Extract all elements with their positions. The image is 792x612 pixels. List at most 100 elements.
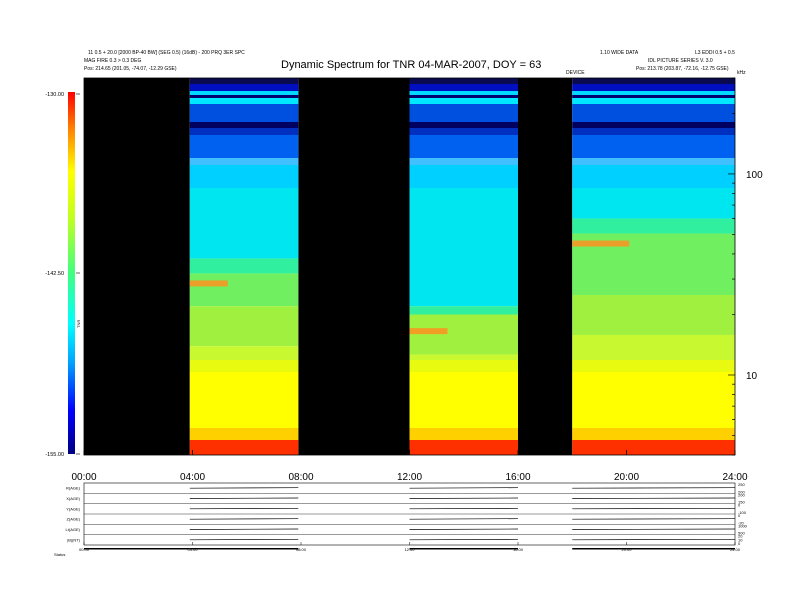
status-bar-segment: [409, 548, 518, 550]
segment-2-band-7: [572, 128, 735, 135]
ephemeris-trace: [572, 497, 736, 499]
x-tick-label: 20:00: [614, 472, 639, 483]
ephemeris-trace: [189, 497, 299, 499]
x-tick-label: 12:00: [397, 472, 422, 483]
ephemeris-trace: [409, 528, 519, 530]
segment-1-band-9: [409, 158, 518, 165]
header-right-position: Pos: 213.78 (203.87, -72.16, -12.75 GSE): [636, 66, 729, 72]
segment-0-band-9: [189, 158, 299, 165]
segment-2-emission: [572, 240, 630, 247]
data-gap-1: [298, 78, 410, 455]
ephemeris-row-label: R(AGE): [66, 486, 81, 491]
data-segment-1: [409, 78, 518, 455]
segment-2-band-3: [572, 95, 735, 98]
x-tick-label: 24:00: [722, 472, 747, 483]
ephemeris-right-tick: 10: [738, 537, 743, 542]
ephemeris-row-label: Z(AGE): [66, 517, 80, 522]
ephemeris-trace: [572, 528, 736, 530]
y-axis-frequency: 10 100: [728, 77, 763, 456]
segment-2-band-16: [572, 360, 735, 372]
ephemeris-row-label: Y(AGE): [66, 506, 80, 511]
segment-1-band-8: [409, 135, 518, 158]
segment-0-band-0: [189, 78, 299, 84]
ephemeris-trace: [409, 497, 519, 499]
segment-0-band-17: [189, 372, 299, 428]
segment-2-band-8: [572, 135, 735, 158]
segment-0-emission: [189, 280, 228, 287]
ephemeris-trace: [189, 487, 299, 489]
segment-0-band-15: [189, 346, 299, 360]
ephemeris-trace: [409, 507, 519, 510]
segment-2-band-15: [572, 334, 735, 360]
status-bar-segment: [572, 548, 735, 550]
segment-1-emission: [409, 328, 448, 335]
ephemeris-time-label: 24:00: [730, 547, 741, 552]
ephemeris-right-tick: 200: [738, 492, 745, 497]
segment-1-band-6: [409, 122, 518, 128]
data-gap-2: [518, 78, 573, 455]
segment-0-band-19: [189, 440, 299, 455]
ephemeris-right-tick: -100: [738, 510, 747, 515]
ephemeris-trace: [572, 538, 736, 541]
ephemeris-row-label: Lt(AGE): [66, 527, 81, 532]
segment-1-band-16: [409, 360, 518, 372]
ephemeris-panel: R(AGE)250200X(AGE)200150Y(AGE)0-100Z(AGE…: [54, 482, 748, 557]
segment-2-band-0: [572, 78, 735, 84]
ephemeris-trace: [572, 507, 736, 510]
segment-0-band-5: [189, 104, 299, 122]
segment-2-band-12: [572, 218, 735, 234]
x-tick-label: 04:00: [180, 472, 205, 483]
segment-1-band-15: [409, 354, 518, 360]
x-axis: 00:00 04:00 08:00 12:00 16:00 20:00 24:00: [71, 450, 748, 483]
header-right-line3: IDL PICTURE SERIES V. 3.0: [648, 58, 713, 64]
segment-2-band-11: [572, 188, 735, 219]
segment-0-band-18: [189, 428, 299, 440]
segment-1-band-4: [409, 98, 518, 104]
ephemeris-right-tick: 150: [738, 500, 745, 505]
colorbar-label: TNR: [76, 320, 81, 328]
segment-2-band-19: [572, 440, 735, 455]
segment-0-band-7: [189, 128, 299, 135]
segment-2-band-2: [572, 91, 735, 95]
segment-1-band-14: [409, 314, 518, 355]
ephemeris-right-tick: 0: [738, 541, 741, 546]
segment-2-band-6: [572, 122, 735, 128]
status-bar-segment: [189, 548, 299, 550]
ephemeris-time-label: 08:00: [296, 547, 307, 552]
segment-0-band-12: [189, 258, 299, 274]
colorbar-tick-mid: -142.50: [45, 271, 64, 277]
segment-0-band-4: [189, 98, 299, 104]
ephemeris-trace: [572, 518, 736, 520]
ephemeris-time-label: 16:00: [513, 547, 524, 552]
ephemeris-right-tick: 250: [738, 482, 745, 487]
data-segment-2: [572, 78, 735, 455]
segment-1-band-11: [409, 188, 518, 307]
colorbar: [68, 92, 75, 454]
segment-0-band-16: [189, 360, 299, 372]
chart-title: Dynamic Spectrum for TNR 04-MAR-2007, DO…: [281, 59, 542, 71]
segment-1-band-17: [409, 372, 518, 428]
spectrogram-heatmap: [84, 78, 735, 455]
ephemeris-trace: [572, 487, 736, 489]
ephemeris-trace: [409, 487, 519, 489]
segment-0-band-2: [189, 91, 299, 95]
frequency-unit-label: kHz: [737, 70, 746, 76]
ephemeris-trace: [189, 528, 299, 530]
ephemeris-right-tick: 1000: [738, 523, 748, 528]
header-left-line1: 11 0.5 + 20.0 [2000 BP-40 BW] (SEG 0.5) …: [88, 50, 245, 56]
segment-2-band-10: [572, 165, 735, 188]
header-right-line2: L3 EDDI 0.5 + 0.5: [695, 50, 735, 56]
ephemeris-trace: [189, 518, 299, 520]
segment-0-band-1: [189, 84, 299, 91]
ephemeris-row-label: X(AGE): [66, 496, 80, 501]
ephemeris-right-tick: 0: [738, 503, 741, 508]
y-tick-label: 10: [746, 371, 758, 382]
ephemeris-right-tick: 20: [738, 534, 743, 539]
segment-0-band-13: [189, 273, 299, 307]
segment-2-band-1: [572, 84, 735, 91]
segment-2-band-5: [572, 104, 735, 122]
colorbar-tick-bottom: -155.00: [45, 452, 64, 458]
segment-1-band-19: [409, 440, 518, 455]
data-segment-0: [189, 78, 299, 455]
segment-0-band-11: [189, 188, 299, 259]
